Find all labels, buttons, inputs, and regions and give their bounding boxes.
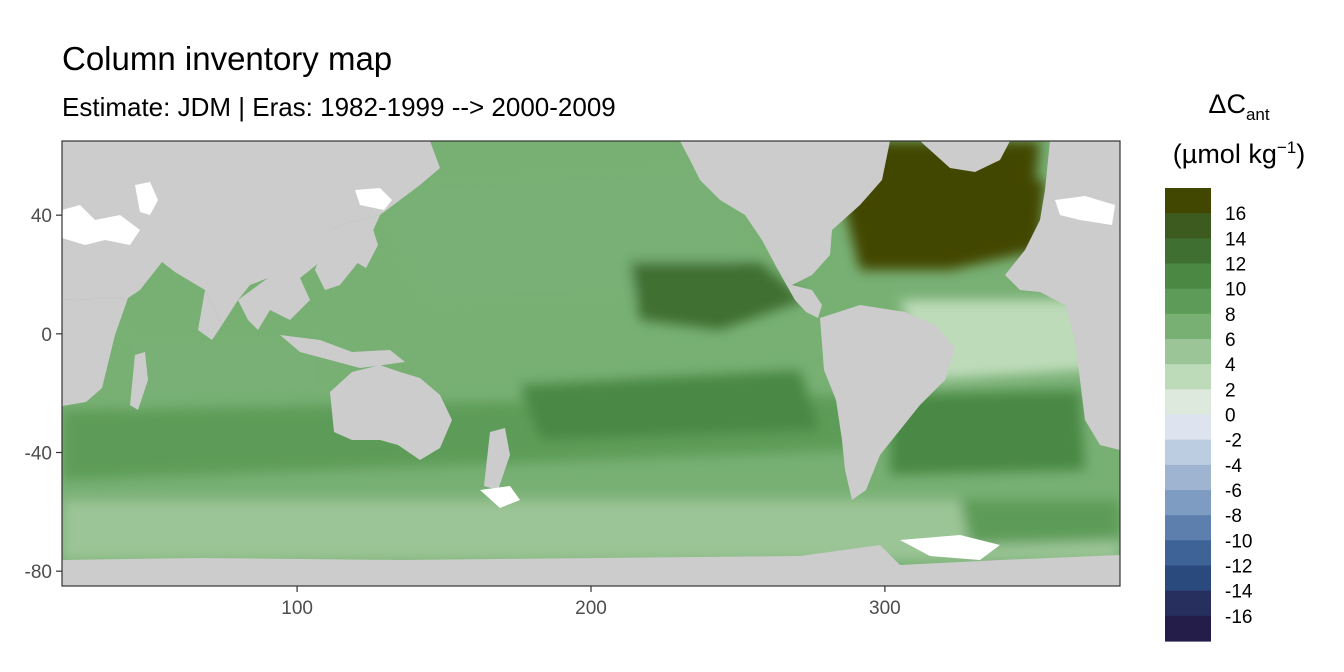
chart-subtitle: Estimate: JDM | Eras: 1982-1999 --> 2000… [62,92,616,122]
ice-hudson-region [62,205,140,245]
legend-label-1: 14 [1225,229,1247,250]
legend-label-13: -10 [1225,531,1252,552]
map-panel [62,141,1120,586]
legend-label-10: -4 [1225,456,1242,477]
legend-label-4: 8 [1225,305,1236,326]
y-tick-label-2: -40 [25,444,52,465]
legend-label-15: -14 [1225,582,1253,603]
legend-label-0: 16 [1225,204,1246,225]
ocean-region-2 [890,390,1085,475]
legend-swatch-2 [1165,238,1211,265]
land-india [198,290,222,340]
legend-unit-pre: (µmol kg [1173,139,1277,169]
legend-swatch-11 [1165,464,1211,491]
legend-title-main: ΔC [1208,89,1246,119]
x-tick-label-0: 100 [281,598,313,619]
legend-swatch-6 [1165,339,1211,365]
ice-caspian [135,182,158,215]
legend-swatch-17 [1165,615,1211,642]
land-new-zealand [484,428,510,490]
ice-north-rim [355,188,392,210]
legend-swatch-5 [1165,313,1211,340]
legend-swatch-9 [1165,414,1211,441]
chart-title: Column inventory map [62,40,393,77]
legend-labels: 16 14 12 10 8 6 4 2 0 -2 -4 -6 -8 -10 -12 -14 -16 [1225,204,1253,628]
land-africa-eurasia-west [62,141,440,325]
land-indonesia [280,335,405,368]
land-japan [356,226,378,268]
legend-label-2: 12 [1225,255,1246,276]
legend-title: ΔCant [1208,89,1269,124]
legend-label-8: 0 [1225,406,1236,427]
ice-newfoundland [1055,196,1115,225]
legend-label-9: -2 [1225,431,1242,452]
legend-label-5: 6 [1225,330,1236,351]
legend-unit-post: ) [1296,139,1305,169]
sea-ice [62,182,1115,560]
land-north-america [680,141,890,285]
legend-swatch-14 [1165,540,1211,567]
ocean-region-0 [62,500,1120,560]
x-axis: 100 200 300 [281,586,901,619]
legend-swatch-13 [1165,515,1211,541]
legend-label-12: -8 [1225,506,1242,527]
land-madagascar [130,352,148,410]
ice-ross-rim [480,486,520,508]
legend-swatches [1165,188,1211,642]
ocean-field [62,141,1120,560]
land-east-africa [62,298,128,406]
x-tick-label-1: 200 [575,598,607,619]
x-tick-label-2: 300 [869,598,901,619]
legend-label-3: 10 [1225,280,1246,301]
legend-swatch-3 [1165,263,1211,290]
ocean-region-10 [960,500,1120,545]
ice-weddell-rim [900,535,1000,560]
legend-unit-sup: −1 [1277,138,1296,157]
legend: ΔCant (µmol kg−1) 16 14 12 10 8 6 4 2 0 -2 -4 -6 -8 -… [1165,89,1305,642]
y-tick-label-1: 0 [41,325,52,346]
y-tick-label-3: -80 [25,562,52,583]
legend-swatch-1 [1165,213,1211,239]
legend-swatch-15 [1165,565,1211,592]
land-australia [330,365,452,460]
legend-swatch-10 [1165,439,1211,466]
y-axis: 40 0 -40 -80 [25,206,62,583]
land-south-america [820,305,955,500]
ocean-region-3 [520,370,820,440]
legend-swatch-4 [1165,288,1211,315]
ocean-region-5 [630,262,805,330]
legend-swatch-8 [1165,389,1211,416]
legend-unit: (µmol kg−1) [1173,138,1305,169]
legend-label-14: -12 [1225,557,1252,578]
land-greenland [920,141,1010,172]
legend-label-11: -6 [1225,481,1242,502]
legend-swatch-7 [1165,364,1211,390]
legend-label-16: -16 [1225,607,1252,628]
ocean-region-7 [860,141,1040,250]
legend-swatch-16 [1165,590,1211,617]
legend-label-6: 4 [1225,355,1236,376]
ocean-region-9 [120,330,330,410]
land-southeast-asia [238,278,310,330]
y-tick-label-0: 40 [31,206,52,227]
legend-swatch-0 [1165,188,1211,214]
land-antarctica [62,545,1120,586]
legend-title-sub: ant [1246,105,1270,124]
legend-label-7: 2 [1225,380,1236,401]
land-central-america [778,270,822,318]
legend-swatch-12 [1165,490,1211,516]
